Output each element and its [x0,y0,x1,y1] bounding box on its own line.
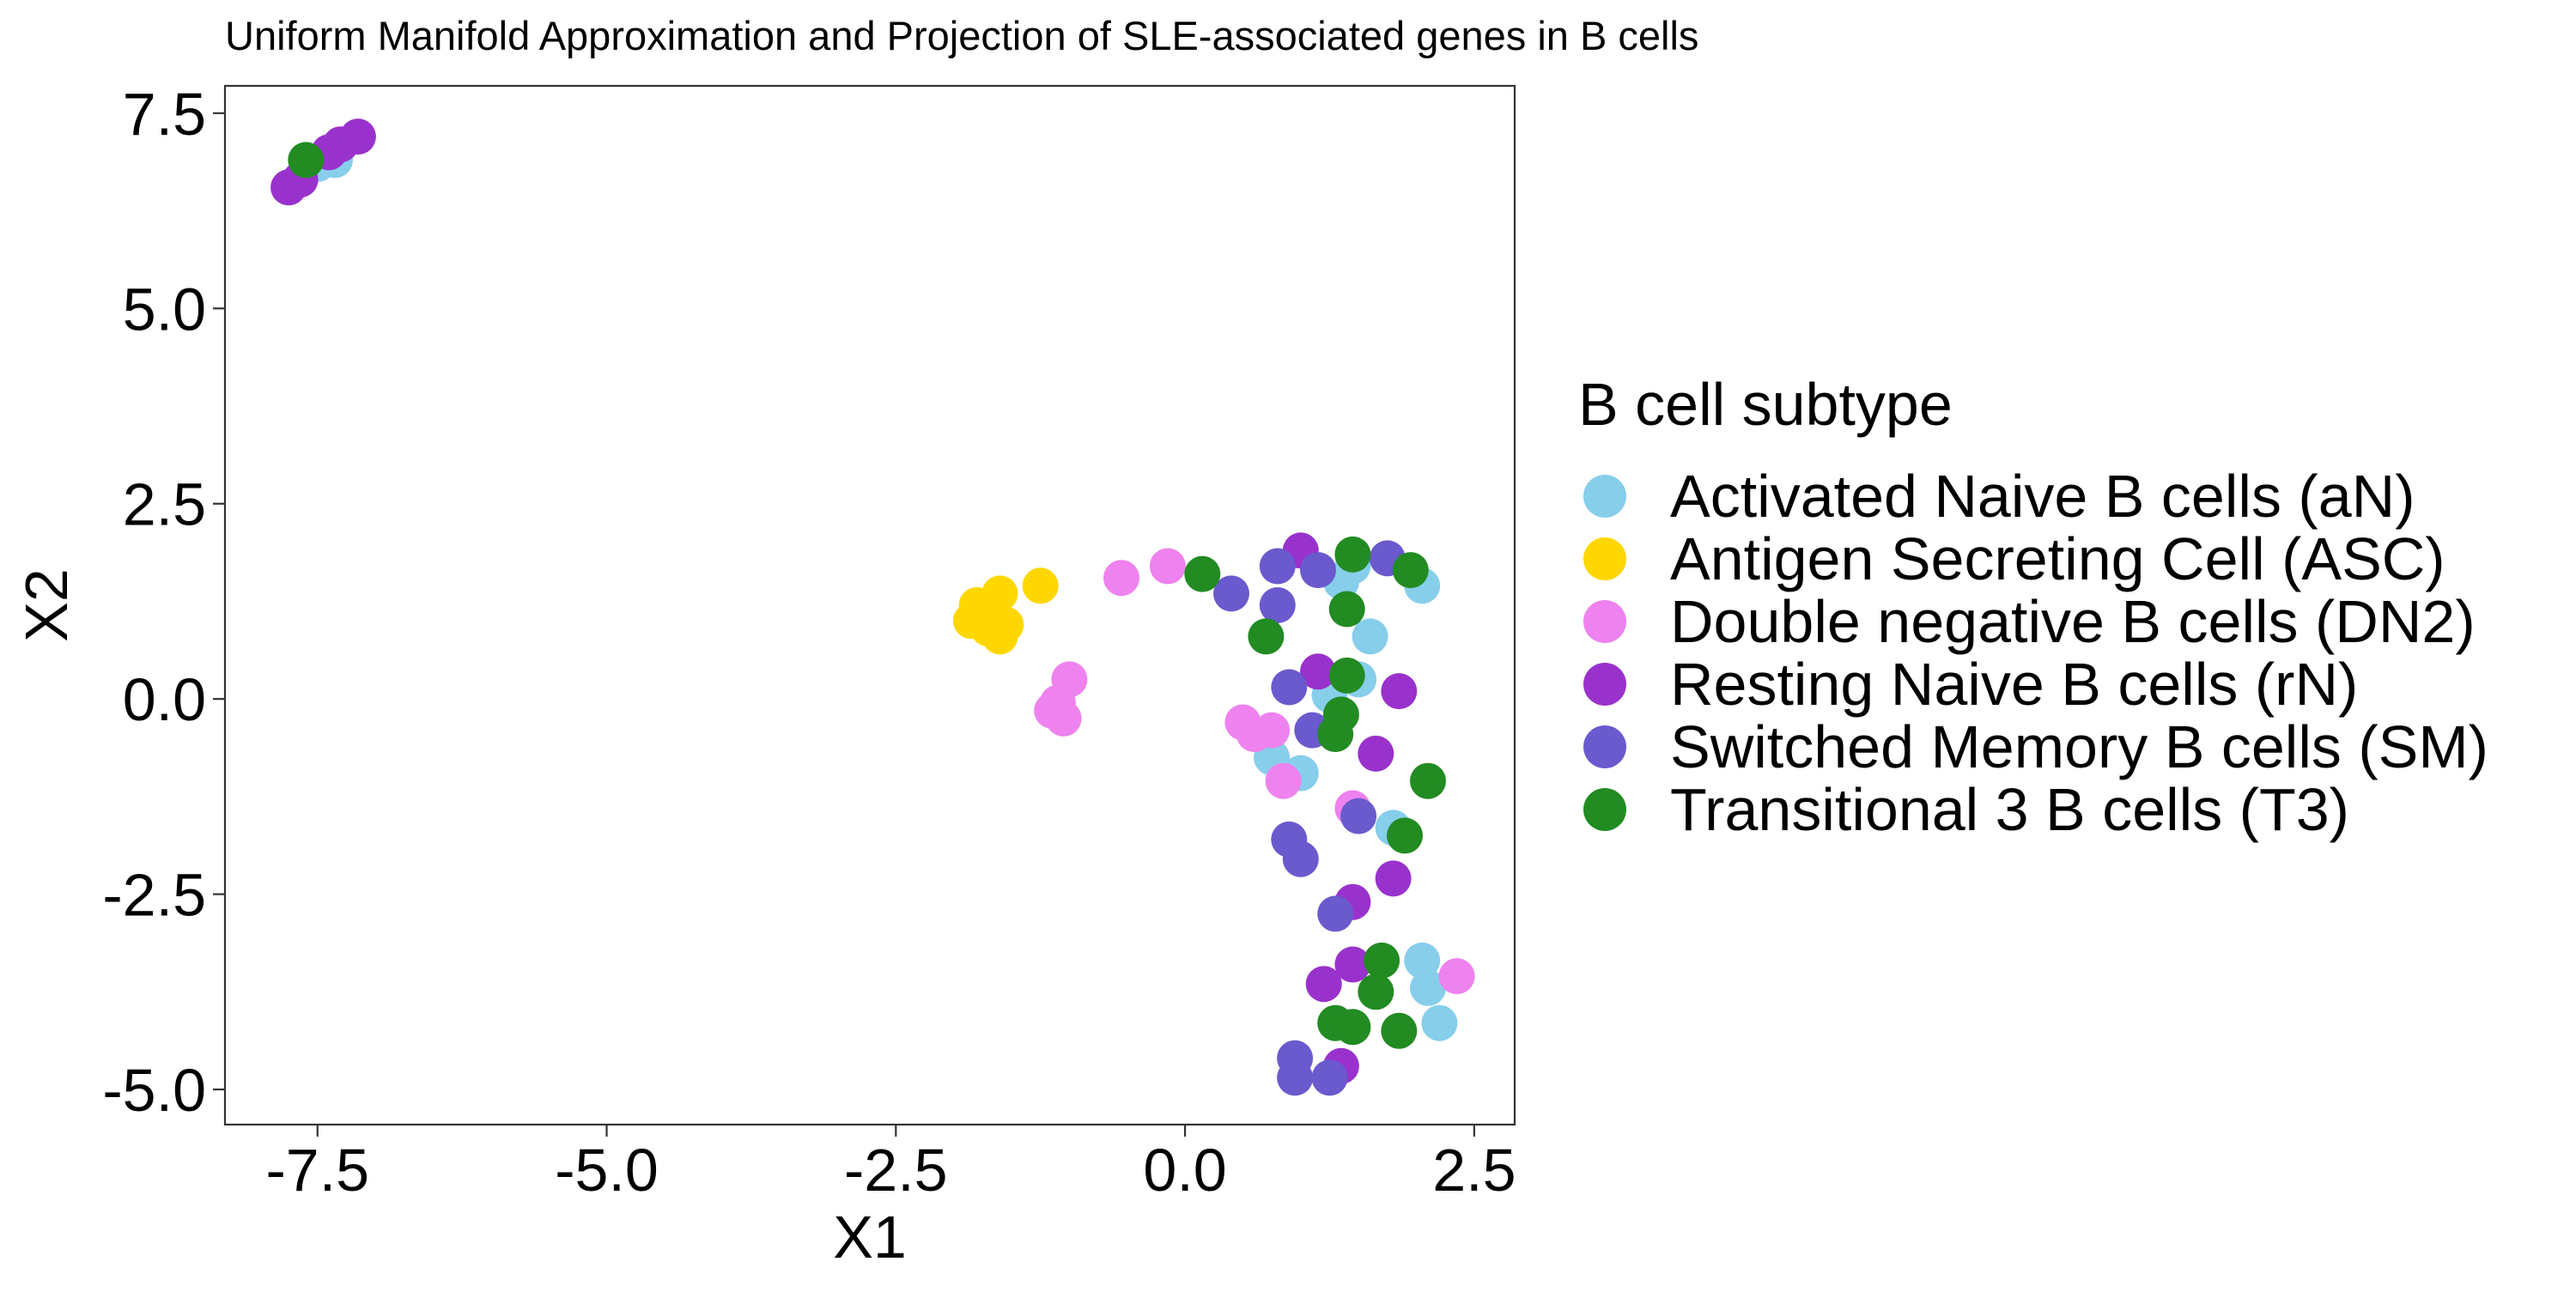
data-point [1381,673,1418,710]
data-point [1364,942,1400,979]
legend-key [1583,537,1626,580]
data-point [1300,552,1336,589]
y-tick-label: 5.0 [123,276,206,343]
y-tick-label: -5.0 [102,1057,206,1124]
legend-key [1583,600,1626,643]
data-point [1387,817,1423,854]
data-point [1358,735,1394,772]
data-point [1410,969,1446,1006]
legend-label: Double negative B cells (DN2) [1670,588,2476,655]
chart-title: Uniform Manifold Approximation and Proje… [225,13,1698,58]
data-point [1392,552,1429,589]
data-point [1282,840,1319,877]
data-point [1381,1012,1418,1049]
data-point [1328,657,1365,694]
series-5 [1213,540,1406,1096]
data-point [1334,1009,1371,1046]
data-point [1277,1059,1314,1096]
data-point [1300,653,1336,690]
x-tick-label: -2.5 [844,1137,948,1204]
legend-item: Activated Naive B cells (aN) [1583,463,2415,530]
x-tick-label: -7.5 [265,1137,369,1204]
data-point [1305,966,1342,1003]
data-point [1103,560,1139,597]
legend-item: Resting Naive B cells (rN) [1583,651,2358,718]
data-point [1213,575,1249,612]
data-point [1340,798,1377,834]
legend-label: Switched Memory B cells (SM) [1670,713,2488,780]
legend-label: Resting Naive B cells (rN) [1670,651,2358,718]
axes-layer: -7.5 -5.0 -2.5 0.0 2.5 7.5 5.0 2.5 0.0 -2.5 -5.0 [102,81,1516,1204]
legend-item: Switched Memory B cells (SM) [1583,713,2488,780]
legend-label: Transitional 3 B cells (T3) [1670,776,2349,843]
data-point [1317,895,1354,932]
y-axis-label: X2 [13,568,80,642]
series-6 [288,142,1446,1049]
x-axis-label: X1 [833,1204,907,1271]
data-point [1438,958,1475,995]
data-point [964,598,1001,635]
data-point [1259,587,1296,623]
legend-item: Double negative B cells (DN2) [1583,588,2476,655]
legend-label: Activated Naive B cells (aN) [1670,463,2415,530]
data-point [1184,555,1221,592]
data-point [1404,942,1441,979]
legend-key [1583,725,1626,768]
data-point [1022,567,1059,604]
series-3 [1034,548,1475,995]
y-tick-label: -2.5 [102,862,206,929]
x-tick-label: 2.5 [1432,1137,1516,1204]
x-tick-label: 0.0 [1143,1137,1226,1204]
data-point [1271,669,1308,706]
data-point [1375,860,1412,897]
data-point [1254,712,1291,749]
data-point [1421,1004,1458,1041]
data-point [288,142,325,179]
legend-key [1583,788,1626,831]
data-point [1248,618,1285,655]
y-tick-label: 7.5 [123,81,206,148]
legend: B cell subtype Activated Naive B cells (… [1578,371,2488,843]
legend-key [1583,475,1626,518]
points-layer [270,118,1475,1096]
x-tick-label: -5.0 [555,1137,659,1204]
data-point [1259,548,1296,585]
data-point [1265,762,1302,799]
data-point [1410,762,1446,799]
data-point [1149,548,1186,585]
y-tick-label: 2.5 [123,471,206,538]
data-point [1334,536,1371,573]
data-point [1317,716,1354,753]
data-point [1034,692,1071,729]
data-point [1311,1059,1348,1096]
legend-title: B cell subtype [1578,371,1953,438]
data-point [1358,974,1394,1010]
data-point [1334,946,1371,983]
data-point [1352,618,1388,655]
legend-item: Antigen Secreting Cell (ASC) [1583,525,2445,592]
plot-panel-border [223,84,1516,1126]
data-point [1328,591,1365,628]
legend-label: Antigen Secreting Cell (ASC) [1670,525,2445,592]
series-2 [952,567,1059,655]
data-point [339,118,376,155]
legend-key [1583,663,1626,706]
legend-item: Transitional 3 B cells (T3) [1583,776,2349,843]
y-tick-label: 0.0 [123,666,206,733]
